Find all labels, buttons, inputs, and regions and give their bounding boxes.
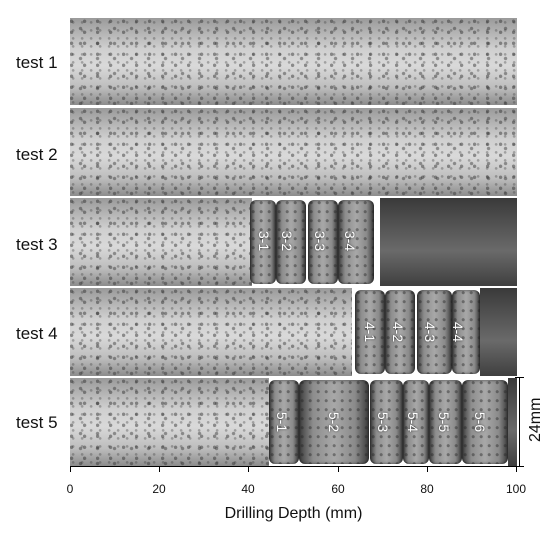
slab-label-3-1: 3-1 [256,230,273,252]
x-tick-label: 40 [241,482,255,496]
slab-label-5-6: 5-6 [472,411,489,433]
slab-label-4-3: 4-3 [422,321,439,343]
x-tick [516,466,517,472]
row-label-test-3: test 3 [16,235,58,254]
borehole [480,288,517,376]
row-label-test-4: test 4 [16,324,58,343]
x-tick [338,466,339,472]
slab-5-3 [370,380,403,464]
x-tick-label: 80 [420,482,434,496]
core-sample [70,288,352,376]
slab-4-4 [452,290,480,374]
core-sample [70,108,517,196]
slab-label-5-5: 5-5 [436,411,453,433]
slab-label-3-4: 3-4 [342,230,359,252]
slab-label-3-3: 3-3 [312,230,329,252]
x-tick [248,466,249,472]
core-strip-test-1 [70,18,517,105]
borehole [508,378,517,466]
slab-label-5-1: 5-1 [274,411,291,433]
slab-5-4 [403,380,429,464]
slab-label-4-4: 4-4 [450,321,467,343]
slab-4-3 [417,290,452,374]
slab-5-5 [429,380,462,464]
slab-label-5-3: 5-3 [375,411,392,433]
slab-3-1 [250,200,276,284]
borehole [380,198,517,286]
slab-3-3 [308,200,338,284]
core-sample [70,18,517,105]
row-label-test-2: test 2 [16,145,58,164]
core-strip-test-2 [70,108,517,196]
scale-bar-bottom-cap [515,466,524,467]
core-sample [70,198,252,286]
x-tick [159,466,160,472]
slab-5-6 [462,380,508,464]
x-axis-line [70,466,517,467]
x-tick-label: 0 [66,482,74,496]
core-strip-test-3: 3-1 3-2 3-3 3-4 [70,198,517,286]
x-tick-label: 20 [152,482,166,496]
core-strip-test-4: 4-1 4-2 4-3 4-4 [70,288,517,376]
slab-label-5-2: 5-2 [326,411,343,433]
x-axis-title: Drilling Depth (mm) [224,505,363,522]
slab-label-5-4: 5-4 [405,411,422,433]
x-tick [427,466,428,472]
x-tick [70,466,71,472]
slab-3-2 [276,200,306,284]
slab-3-4 [338,200,374,284]
core-sample [70,378,269,466]
scale-bar [519,377,520,466]
slab-label-3-2: 3-2 [279,230,296,252]
slab-4-2 [385,290,415,374]
x-tick-label: 100 [505,482,527,496]
slab-5-1 [269,380,299,464]
scale-bar-label: 24mm [527,397,544,442]
slab-5-2 [299,380,369,464]
slab-4-1 [355,290,385,374]
core-strip-test-5: 5-1 5-2 5-3 5-4 5-5 5-6 [70,378,517,466]
slab-label-4-1: 4-1 [362,321,379,343]
row-label-test-1: test 1 [16,53,58,72]
x-tick-label: 60 [331,482,345,496]
row-label-test-5: test 5 [16,413,58,432]
slab-label-4-2: 4-2 [390,321,407,343]
